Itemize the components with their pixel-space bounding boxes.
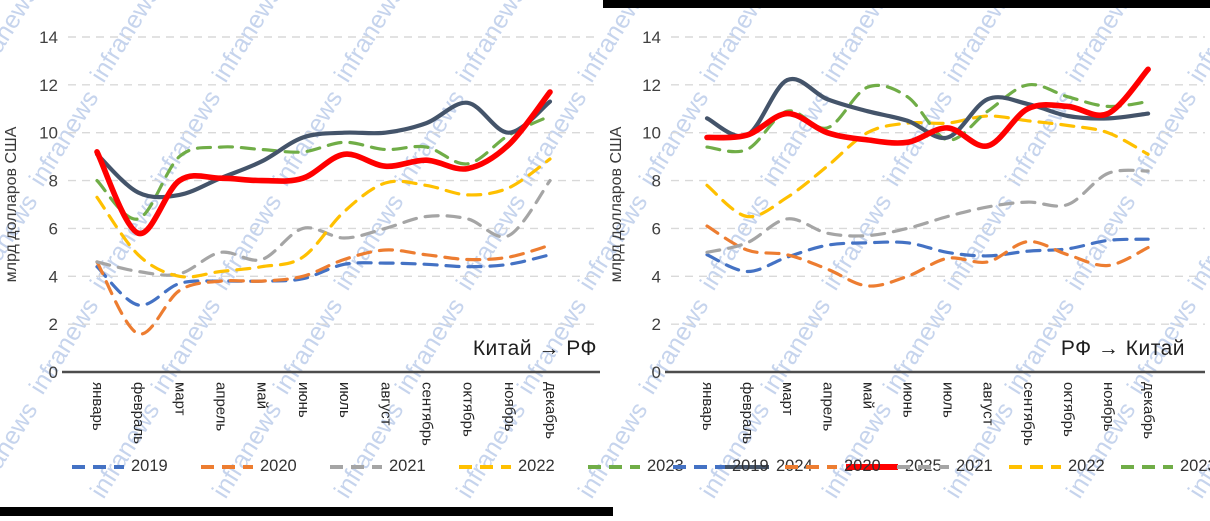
- y-tick-label: 2: [652, 315, 661, 334]
- legend-label: 2022: [518, 457, 555, 476]
- series-line-2022: [705, 114, 1150, 219]
- legend-label: 2023: [1180, 457, 1210, 476]
- series-line-2025: [704, 66, 1151, 149]
- x-tick-label: январь: [699, 382, 716, 431]
- series-line-2024: [94, 99, 553, 200]
- x-tick-label: сентябрь: [1020, 382, 1037, 446]
- x-tick-label: апрель: [819, 382, 836, 431]
- top-border-bar: [603, 0, 1210, 8]
- x-tick-label: апрель: [213, 382, 230, 431]
- legend-item-2019: 2019: [72, 453, 201, 480]
- y-tick-label: 0: [49, 363, 58, 382]
- legend-label: 2021: [389, 457, 426, 476]
- chart-panel-rf-to-china: 0 2 4 6 8 10 12 14 млрд долларов США январь феврал…: [605, 0, 1210, 521]
- legend-item-2022: 2022: [459, 453, 588, 480]
- x-tick-label: июль: [940, 382, 957, 418]
- x-tick-label: февраль: [739, 382, 756, 444]
- legend-swatch-2025: [846, 464, 898, 470]
- x-tick-label: сентябрь: [418, 382, 435, 446]
- x-tick-label: ноябрь: [1100, 382, 1117, 432]
- x-tick-label: ноябрь: [501, 382, 518, 432]
- legend-swatch-2023: [1121, 465, 1173, 469]
- legend-item-2023: 2023: [1121, 453, 1210, 480]
- x-tick-label: июль: [336, 382, 353, 418]
- y-tick-label: 8: [652, 172, 661, 191]
- series-line-2024: [704, 76, 1151, 141]
- legend-item-2022: 2022: [1009, 453, 1121, 480]
- x-tick-label: октябрь: [1060, 382, 1077, 437]
- series-line-2022: [95, 157, 552, 279]
- y-tick-label: 12: [39, 76, 58, 95]
- x-tick-label: май: [859, 382, 876, 409]
- chart-title: РФ → Китай: [1060, 337, 1185, 360]
- y-tick-label: 4: [652, 267, 661, 286]
- y-tick-label: 4: [49, 267, 58, 286]
- legend-swatch-2022: [1009, 465, 1061, 469]
- x-tick-label: январь: [89, 382, 106, 431]
- line-chart-china-to-rf: 0 2 4 6 8 10 12 14 млрд долларов США январь феврал…: [3, 28, 600, 446]
- series-line-2020: [705, 224, 1150, 288]
- legend-label: 2019: [131, 457, 168, 476]
- y-tick-label: 12: [642, 76, 661, 95]
- legend-swatch-2019: [72, 465, 124, 469]
- x-tick-label: июнь: [900, 382, 917, 418]
- x-tick-label: октябрь: [460, 382, 477, 437]
- y-tick-label: 6: [49, 219, 58, 238]
- x-tick-label: декабрь: [1140, 382, 1157, 439]
- series-line-2019: [95, 253, 552, 307]
- legend-item-2020: 2020: [201, 453, 330, 480]
- series-line-2023: [95, 114, 552, 221]
- chart-title: Китай → РФ: [472, 337, 597, 360]
- x-tick-label: март: [171, 382, 188, 416]
- legend-label: 2019: [732, 457, 769, 476]
- x-tick-label: июнь: [295, 382, 312, 418]
- legend-item-2021: 2021: [897, 453, 1009, 480]
- y-tick-label: 10: [642, 124, 661, 143]
- y-axis-title: млрд долларов США: [3, 126, 20, 282]
- bottom-border-bar: [0, 507, 613, 516]
- legend-swatch-2022: [459, 465, 511, 469]
- legend-label: 2020: [260, 457, 297, 476]
- series-line-2021: [705, 168, 1150, 254]
- legend-swatch-2021: [330, 465, 382, 469]
- x-tick-label: август: [980, 382, 997, 426]
- legend-swatch-2019: [673, 465, 725, 469]
- legend-label: 2020: [844, 457, 881, 476]
- legend-label: 2021: [956, 457, 993, 476]
- x-tick-label: май: [254, 382, 271, 409]
- y-tick-label: 10: [39, 124, 58, 143]
- legend-item-2020: 2020: [785, 453, 897, 480]
- x-tick-label: февраль: [130, 382, 147, 444]
- legend-swatch-2020: [785, 465, 837, 469]
- y-tick-label: 6: [652, 219, 661, 238]
- legend-swatch-2024: [717, 464, 769, 470]
- line-chart-rf-to-china: 0 2 4 6 8 10 12 14 млрд долларов США январь феврал…: [608, 28, 1205, 446]
- series-line-2025: [94, 89, 553, 237]
- y-tick-label: 8: [49, 172, 58, 191]
- legend-item-2019: 2019: [673, 453, 785, 480]
- y-tick-label: 2: [49, 315, 58, 334]
- series-line-2020: [95, 243, 552, 336]
- x-tick-label: август: [377, 382, 394, 426]
- legend-swatch-2020: [201, 465, 253, 469]
- x-tick-label: март: [779, 382, 796, 416]
- legend-label: 2022: [1068, 457, 1105, 476]
- y-axis-title: млрд долларов США: [608, 126, 625, 282]
- legend-label: 2023: [647, 457, 684, 476]
- y-tick-label: 14: [642, 28, 661, 47]
- x-tick-label: декабрь: [542, 382, 559, 439]
- series-line-2019: [705, 237, 1150, 274]
- legend-item-2021: 2021: [330, 453, 459, 480]
- y-tick-label: 14: [39, 28, 58, 47]
- legend-item-2023: 2023: [588, 453, 717, 480]
- chart-panel-china-to-rf: 0 2 4 6 8 10 12 14 млрд долларов США январь феврал…: [3, 28, 942, 480]
- y-tick-label: 0: [652, 363, 661, 382]
- legend-swatch-2023: [588, 465, 640, 469]
- legend-swatch-2021: [897, 465, 949, 469]
